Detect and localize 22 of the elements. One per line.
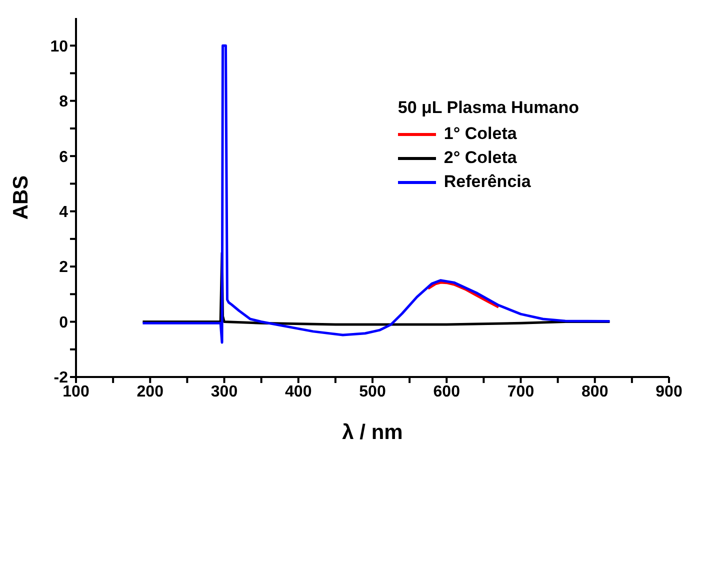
x-tick-label: 300 (210, 383, 238, 400)
legend-label: Referência (444, 172, 531, 192)
x-axis-title: λ / nm (342, 421, 403, 444)
x-tick-label: 200 (136, 383, 164, 400)
x-tick-label: 500 (359, 383, 386, 400)
line-series (426, 281, 500, 308)
y-tick-label: 6 (59, 148, 68, 166)
y-tick-label: 2 (59, 259, 68, 276)
x-tick-label: 400 (285, 383, 312, 400)
legend-label: 1° Coleta (444, 124, 517, 144)
x-tick-label: 800 (582, 383, 608, 400)
y-axis-title: ABS (9, 175, 32, 220)
x-tick-label: 700 (507, 383, 534, 400)
x-tick-label: 600 (433, 383, 460, 400)
x-tick-label: 900 (656, 383, 682, 400)
line-series (141, 44, 611, 344)
y-tick-label: 10 (50, 38, 68, 56)
y-tick-label: 0 (59, 314, 68, 332)
legend-label: 2° Coleta (444, 148, 517, 168)
y-tick-label: 4 (59, 204, 68, 221)
y-tick-label: 8 (59, 94, 68, 111)
legend-title: 50 μL Plasma Humano (398, 98, 579, 118)
